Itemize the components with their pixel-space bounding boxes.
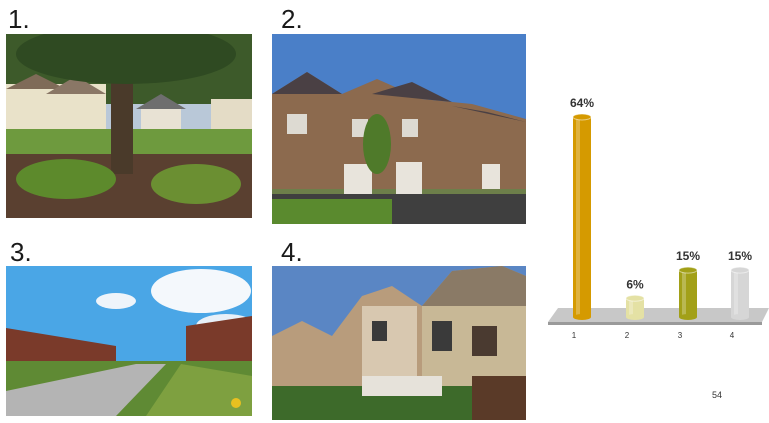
bar-base-3 <box>679 314 697 320</box>
photo-3-number: 3. <box>10 237 32 267</box>
bar-highlight-3 <box>682 270 686 317</box>
bar-3 <box>679 270 697 317</box>
photo-4 <box>272 266 526 420</box>
bar-top-2 <box>625 294 645 302</box>
photo-2 <box>272 34 526 224</box>
chart-floor <box>548 308 769 322</box>
bar-highlight-4 <box>734 270 738 317</box>
bar-highlight-1 <box>576 117 580 317</box>
page-number: 54 <box>712 390 723 400</box>
data-label-3: 15% <box>676 249 700 263</box>
bar-4 <box>731 270 749 317</box>
bar-top-1 <box>572 113 592 121</box>
bar-base-2 <box>626 314 644 320</box>
bar-base-1 <box>573 314 591 320</box>
x-tick-4: 4 <box>730 331 735 340</box>
bar-1 <box>573 117 591 317</box>
chart-floor-edge <box>548 322 762 325</box>
photo-1 <box>6 34 252 218</box>
photo-1-number: 1. <box>8 4 30 34</box>
bar-chart: 64% 1 6% 2 15% 3 15% 4 <box>548 96 769 340</box>
photo-2-number: 2. <box>281 4 303 34</box>
data-label-2: 6% <box>626 277 644 291</box>
photo-4-number: 4. <box>281 237 303 267</box>
bar-base-4 <box>731 314 749 320</box>
bar-top-4 <box>730 266 750 274</box>
bar-top-3 <box>678 266 698 274</box>
data-label-4: 15% <box>728 249 752 263</box>
bar-highlight-2 <box>629 298 633 317</box>
x-tick-3: 3 <box>678 331 683 340</box>
bar-2 <box>626 298 644 317</box>
x-tick-1: 1 <box>572 331 577 340</box>
x-tick-2: 2 <box>625 331 630 340</box>
data-label-1: 64% <box>570 96 594 110</box>
photo-3 <box>6 266 252 416</box>
